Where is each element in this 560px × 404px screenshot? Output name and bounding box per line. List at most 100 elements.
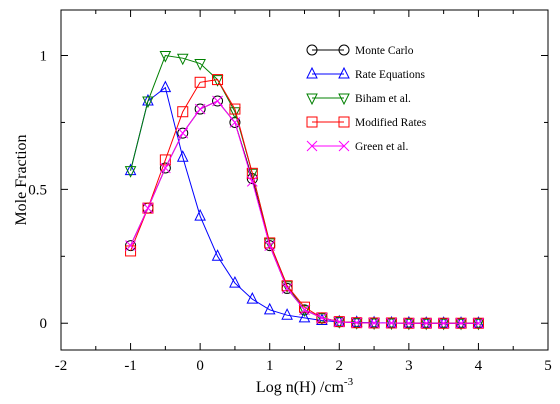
data-point [420,317,432,329]
x-tick-label: 2 [336,358,344,374]
data-point [420,316,433,328]
data-point [160,162,171,174]
data-point [176,53,189,66]
data-point [420,318,433,331]
data-point [211,249,224,261]
data-point [281,283,293,294]
plot-frame [60,9,549,351]
legend-marker [338,44,350,56]
x-tick-label: 1 [266,358,274,374]
data-point [385,318,398,331]
data-point [159,154,171,166]
x-tick-label: 5 [544,358,552,374]
data-point [194,59,206,71]
data-point [455,317,467,329]
data-point [333,316,345,328]
data-point [194,209,206,221]
data-point [281,308,293,320]
legend-item: Modified Rates [306,116,427,129]
data-point [177,106,189,118]
data-point [351,317,363,329]
legend-marker [306,66,318,79]
x-tick-label: -2 [55,358,68,374]
data-point [159,80,172,93]
data-point [246,167,258,179]
x-axis-label: Log n(H) /cm-3 [256,376,354,396]
data-point [472,316,485,328]
data-point [124,166,137,178]
data-point [473,317,484,329]
data-point [350,315,363,327]
data-point [281,280,293,292]
data-point [403,318,415,331]
data-point [472,318,485,331]
legend-item: Rate Equations [306,66,425,81]
x-axis: -2 -1 0 1 2 3 4 5 [55,10,552,374]
x-tick-label: 0 [196,358,204,374]
series-line [130,86,479,324]
legend-marker [306,140,318,152]
legend-label: Monte Carlo [355,45,414,57]
data-point [142,96,154,109]
data-point [333,317,346,329]
data-point [263,238,276,251]
data-point [229,107,241,119]
data-point [316,312,328,324]
data-point [281,281,293,293]
data-point [403,315,415,328]
data-point [159,51,172,63]
data-point [246,292,259,304]
data-point [142,202,154,214]
legend-marker [338,66,350,79]
data-point [437,316,450,328]
data-point [194,103,206,115]
data-point [368,315,380,328]
data-point [385,315,398,328]
data-point [212,95,224,107]
data-point [437,318,450,331]
data-point [438,317,449,329]
y-tick-label: 0.5 [28,182,47,198]
series-line [130,100,479,324]
legend: Monte Carlo Rate Equations Biham et al. Mod… [306,44,427,153]
data-point [229,117,241,128]
data-point [177,127,189,139]
data-point [368,317,380,329]
y-axis: 00.51 [28,49,548,332]
data-point [229,275,241,288]
data-point [299,304,310,316]
legend-marker [338,93,350,106]
series-line [130,54,479,324]
data-point [142,93,154,106]
data-point [159,162,171,174]
legend-marker [306,116,318,128]
series-rate-equations [124,80,485,328]
legend-label: Modified Rates [355,117,427,129]
series-modified-rates [125,74,484,329]
data-point [403,317,415,329]
y-tick-label: 1 [40,49,48,65]
series-line [130,100,479,324]
legend-label: Biham et al. [355,93,411,105]
series-biham-et-al [124,51,485,331]
data-point [368,318,380,331]
data-point [455,316,467,328]
data-point [246,175,258,187]
legend-item: Biham et al. [306,93,411,106]
data-point [299,301,310,313]
series-line [130,79,479,324]
legend-marker [306,44,318,56]
series-green-et-al [125,95,484,329]
legend-item: Monte Carlo [306,44,414,57]
legend-marker [338,116,350,128]
data-point [350,318,363,330]
data-point [125,240,136,251]
data-point [212,74,224,86]
legend-label: Rate Equations [355,69,425,81]
legend-marker [306,93,318,106]
data-point [212,95,223,107]
y-tick-label: 0 [40,316,48,332]
data-point [386,317,397,329]
data-point [194,76,206,88]
